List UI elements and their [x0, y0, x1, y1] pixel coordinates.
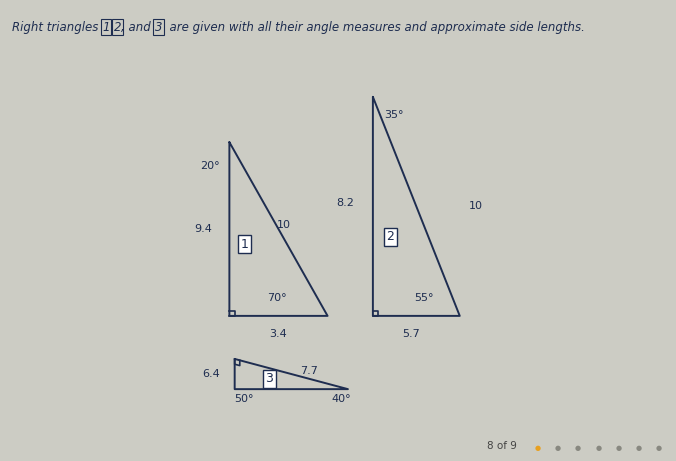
Text: 9.4: 9.4 — [194, 224, 212, 234]
Text: 55°: 55° — [414, 293, 434, 303]
Text: 70°: 70° — [267, 293, 287, 303]
Text: Right triangles: Right triangles — [12, 21, 102, 34]
Text: 7.7: 7.7 — [299, 366, 318, 376]
Text: 5.7: 5.7 — [402, 329, 420, 339]
Text: 3: 3 — [155, 21, 162, 34]
Text: 2: 2 — [114, 21, 121, 34]
Text: 3.4: 3.4 — [270, 329, 287, 339]
Text: 1: 1 — [102, 21, 110, 34]
Text: 6.4: 6.4 — [202, 369, 220, 379]
Text: ●: ● — [656, 445, 662, 451]
Text: 20°: 20° — [200, 161, 220, 171]
Text: ●: ● — [534, 445, 541, 451]
Text: ●: ● — [615, 445, 622, 451]
Text: , and: , and — [121, 21, 155, 34]
Text: 1: 1 — [241, 237, 248, 251]
Text: 10: 10 — [277, 220, 291, 230]
Text: ●: ● — [595, 445, 602, 451]
Text: 3: 3 — [266, 372, 273, 385]
Text: 10: 10 — [468, 201, 483, 212]
Text: ●: ● — [635, 445, 642, 451]
Text: ●: ● — [554, 445, 561, 451]
Text: ●: ● — [575, 445, 581, 451]
Text: 8 of 9: 8 of 9 — [487, 441, 516, 451]
Text: 40°: 40° — [331, 394, 351, 404]
Text: are given with all their angle measures and approximate side lengths.: are given with all their angle measures … — [162, 21, 585, 34]
Text: 35°: 35° — [384, 110, 404, 120]
Text: 8.2: 8.2 — [336, 198, 354, 207]
Text: 2: 2 — [386, 230, 394, 243]
Text: 50°: 50° — [235, 394, 254, 404]
